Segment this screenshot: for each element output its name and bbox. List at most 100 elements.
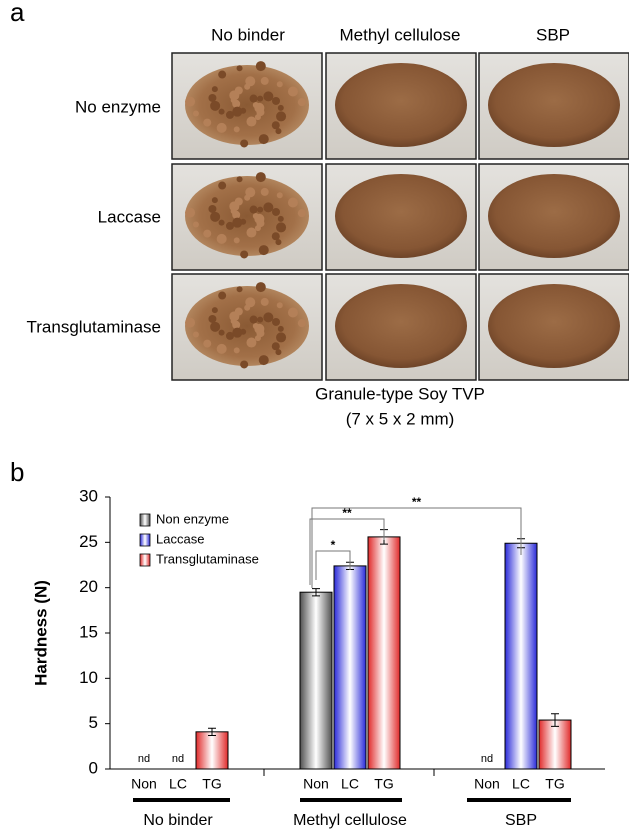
photo-content (244, 194, 251, 201)
photo-content (272, 207, 281, 216)
error-bar (551, 713, 559, 727)
legend-swatch (139, 533, 151, 547)
photo-content (192, 331, 199, 338)
photo-content (192, 221, 199, 228)
photo-content (192, 110, 199, 117)
photo-content (216, 343, 227, 354)
photo-content (244, 304, 251, 311)
column-label: No binder (211, 25, 285, 44)
y-tick-label: 25 (79, 532, 98, 551)
column-label: SBP (536, 25, 570, 44)
photo-content (258, 355, 269, 366)
photo-content (257, 316, 264, 323)
photo-content (211, 307, 218, 314)
photo-content (203, 229, 212, 238)
photo-content (257, 206, 264, 213)
photo-content (210, 100, 221, 111)
legend-swatch (139, 553, 151, 567)
significance-bracket (315, 550, 351, 580)
photo-content (211, 86, 218, 93)
photo-content (275, 239, 282, 246)
photo-content (258, 245, 269, 256)
photo-content (254, 335, 261, 342)
photo-content (257, 95, 264, 102)
photo-content (260, 187, 269, 196)
photo-content (287, 197, 298, 208)
photo-content (218, 70, 227, 79)
photo-content (263, 91, 274, 102)
x-tick-label: LC (169, 776, 187, 792)
y-tick-label: 15 (79, 622, 98, 641)
photo-content (335, 174, 467, 258)
photo-content (244, 83, 251, 90)
photo-content (234, 197, 243, 206)
legend-label: Non enzyme (156, 511, 229, 526)
photo-content (218, 181, 227, 190)
y-tick-label: 10 (79, 668, 98, 687)
photo-content (185, 207, 196, 218)
photo-content (277, 215, 284, 222)
caption: Granule-type Soy TVP (315, 384, 485, 403)
bar (195, 731, 229, 770)
x-tick-label: LC (341, 776, 359, 792)
photo-content (249, 205, 258, 214)
photo-content (260, 76, 269, 85)
photo-content (232, 327, 243, 338)
photo-content (276, 302, 283, 309)
photo-content (216, 233, 227, 244)
photo-content (185, 317, 196, 328)
y-tick-label: 30 (79, 486, 98, 505)
photo-content (185, 65, 309, 145)
photo-content (246, 116, 257, 127)
error-bar (208, 727, 216, 736)
photo-content (335, 63, 467, 147)
photo-content (271, 232, 280, 241)
photo-content (335, 284, 467, 368)
legend-label: Transglutaminase (156, 551, 259, 566)
photo-content (255, 282, 266, 293)
photo-content (185, 176, 309, 256)
significance-bracket (309, 518, 385, 585)
row-label: Laccase (98, 207, 161, 226)
photo-content (260, 297, 269, 306)
photo-content (236, 65, 243, 72)
photo-content (271, 342, 280, 351)
photo-content (218, 291, 227, 300)
photo-content (225, 110, 234, 119)
photo-content (233, 347, 240, 354)
photo-content (208, 93, 217, 102)
photo-content (276, 81, 283, 88)
significance-label: ** (342, 506, 352, 520)
photo-content (236, 176, 243, 183)
x-tick-label: Non (474, 776, 500, 792)
value-label: nd (481, 753, 493, 765)
photo-content (287, 86, 298, 97)
photo-content (287, 307, 298, 318)
photo-content (225, 221, 234, 230)
group-label: SBP (505, 812, 537, 829)
bar (538, 719, 572, 770)
x-tick-label: LC (512, 776, 530, 792)
photo-content (488, 284, 620, 368)
photo-content (218, 329, 225, 336)
photo-content (255, 61, 266, 72)
photo-content (234, 86, 243, 95)
photo-content (240, 360, 249, 369)
row-label: No enzyme (75, 97, 161, 116)
photo-content (275, 349, 282, 356)
bar (299, 591, 333, 770)
panel-label: a (10, 0, 25, 27)
photo-content (218, 108, 225, 115)
photo-content (203, 118, 212, 127)
photo-content (488, 174, 620, 258)
row-label: Transglutaminase (27, 317, 162, 336)
photo-content (185, 96, 196, 107)
photo-content (263, 202, 274, 213)
y-axis-title: Hardness (N) (31, 580, 50, 686)
y-tick-label: 20 (79, 577, 98, 596)
photo-content (276, 222, 287, 233)
photo-content (297, 319, 306, 328)
photo-content (233, 237, 240, 244)
legend-swatch (139, 513, 151, 527)
